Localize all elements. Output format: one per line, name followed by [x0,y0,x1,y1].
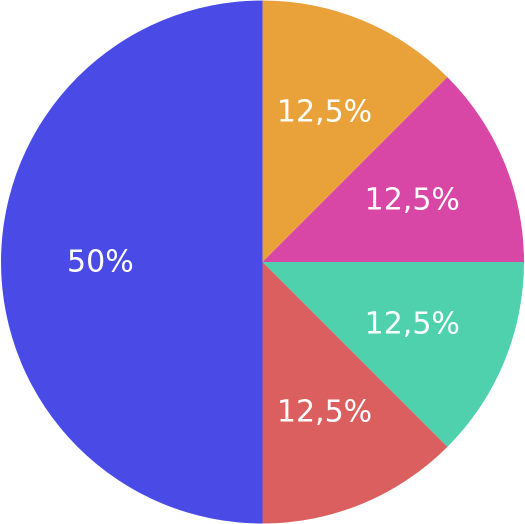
pie-slice-labels: 12,5% 12,5% 12,5% 12,5% 50% [67,95,460,430]
pie-slice-label-4: 50% [67,245,134,280]
pie-slice-3 [262,262,448,524]
pie-slice-2 [262,262,524,447]
pie-slice-label-0: 12,5% [277,95,372,130]
pie-slice-4 [1,0,263,524]
pie-slice-label-3: 12,5% [277,394,372,429]
pie-slice-1 [262,77,524,262]
pie-slice-label-1: 12,5% [365,182,460,217]
pie-slice-label-2: 12,5% [365,307,460,342]
pie-slice-0 [262,0,448,262]
